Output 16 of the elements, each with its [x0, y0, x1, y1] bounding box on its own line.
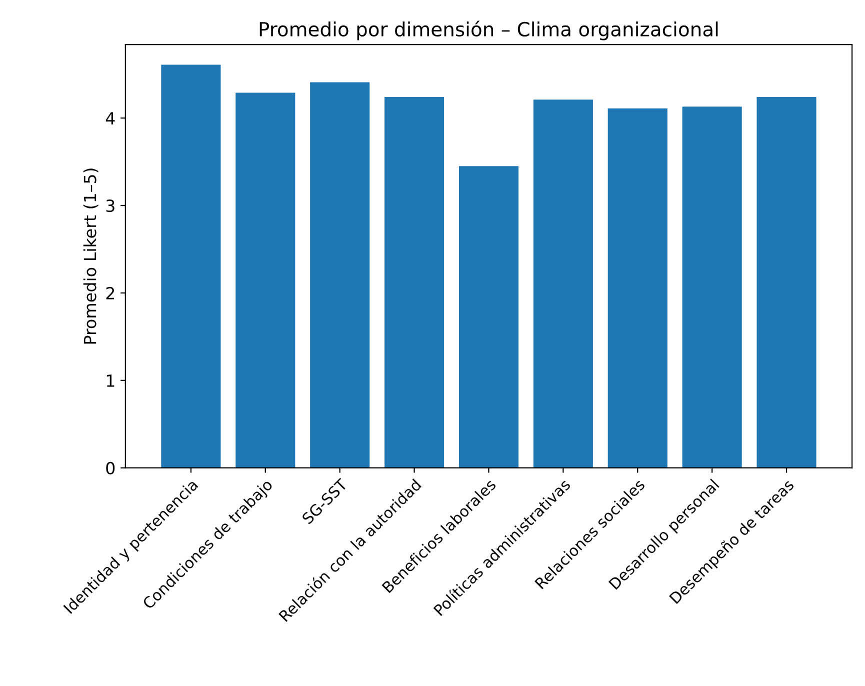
chart-title: Promedio por dimensión – Clima organizacional: [260, 20, 718, 40]
bar: [533, 100, 593, 468]
y-tick-label: 0: [106, 462, 115, 474]
y-tick-label: 2: [106, 286, 114, 300]
bar: [608, 108, 668, 468]
y-tick-label: 3: [106, 199, 114, 212]
bar: [458, 166, 519, 468]
y-tick-label: 1: [106, 374, 114, 387]
bar: [161, 64, 221, 468]
bar: [384, 97, 444, 468]
bar: [682, 106, 742, 468]
bar: [310, 82, 370, 468]
bar: [756, 97, 816, 468]
y-axis-title: Promedio Likert (1–5): [83, 168, 98, 344]
y-tick-label: 4: [106, 112, 115, 124]
bar: [236, 92, 296, 468]
